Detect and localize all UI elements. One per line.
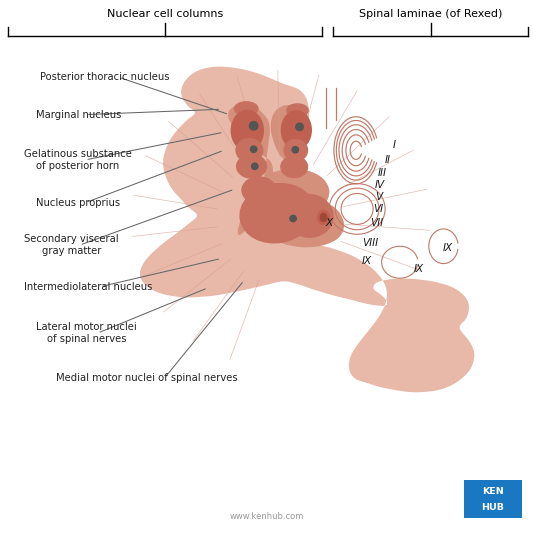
FancyBboxPatch shape [464, 480, 522, 518]
Ellipse shape [287, 104, 308, 117]
Text: V: V [375, 192, 382, 202]
Text: Marginal nucleus: Marginal nucleus [36, 110, 122, 119]
Text: II: II [385, 155, 391, 165]
Polygon shape [140, 67, 474, 392]
Text: IV: IV [375, 181, 385, 190]
Ellipse shape [281, 156, 308, 177]
Ellipse shape [237, 155, 266, 178]
Text: Posterior thoracic nucleus: Posterior thoracic nucleus [40, 72, 169, 82]
Text: Intermediolateral nucleus: Intermediolateral nucleus [24, 282, 152, 292]
Text: IX: IX [443, 243, 453, 253]
Text: X: X [326, 218, 333, 228]
Ellipse shape [235, 102, 258, 116]
Text: III: III [378, 168, 387, 177]
Text: IX: IX [362, 256, 372, 266]
Text: Spinal laminae (of Rexed): Spinal laminae (of Rexed) [359, 9, 502, 19]
Polygon shape [271, 105, 310, 163]
Ellipse shape [320, 213, 327, 222]
Text: www.kenhub.com: www.kenhub.com [229, 512, 304, 521]
Text: Secondary visceral
gray matter: Secondary visceral gray matter [24, 235, 119, 256]
Text: Nuclear cell columns: Nuclear cell columns [107, 9, 223, 19]
Text: VI: VI [374, 204, 383, 214]
Text: KEN: KEN [482, 488, 504, 496]
Text: Lateral motor nuclei
of spinal nerves: Lateral motor nuclei of spinal nerves [36, 322, 137, 344]
Ellipse shape [285, 195, 333, 237]
Text: VIII: VIII [362, 238, 378, 247]
Ellipse shape [318, 211, 329, 224]
Ellipse shape [284, 140, 308, 161]
Ellipse shape [292, 147, 298, 153]
Text: I: I [393, 140, 396, 150]
Ellipse shape [296, 123, 303, 131]
Ellipse shape [242, 177, 276, 204]
Ellipse shape [251, 146, 257, 152]
Polygon shape [228, 104, 344, 247]
Ellipse shape [249, 122, 258, 130]
Ellipse shape [252, 163, 258, 169]
Text: IX: IX [414, 264, 423, 274]
Text: HUB: HUB [482, 503, 504, 512]
Text: Medial motor nuclei of spinal nerves: Medial motor nuclei of spinal nerves [56, 374, 238, 383]
Ellipse shape [290, 215, 296, 222]
Text: Gelatinous substance
of posterior horn: Gelatinous substance of posterior horn [24, 149, 132, 171]
Ellipse shape [281, 111, 311, 149]
Ellipse shape [240, 183, 314, 243]
Ellipse shape [231, 110, 263, 151]
Text: Nucleus proprius: Nucleus proprius [36, 198, 120, 207]
Ellipse shape [236, 139, 263, 162]
Text: VII: VII [370, 218, 383, 228]
